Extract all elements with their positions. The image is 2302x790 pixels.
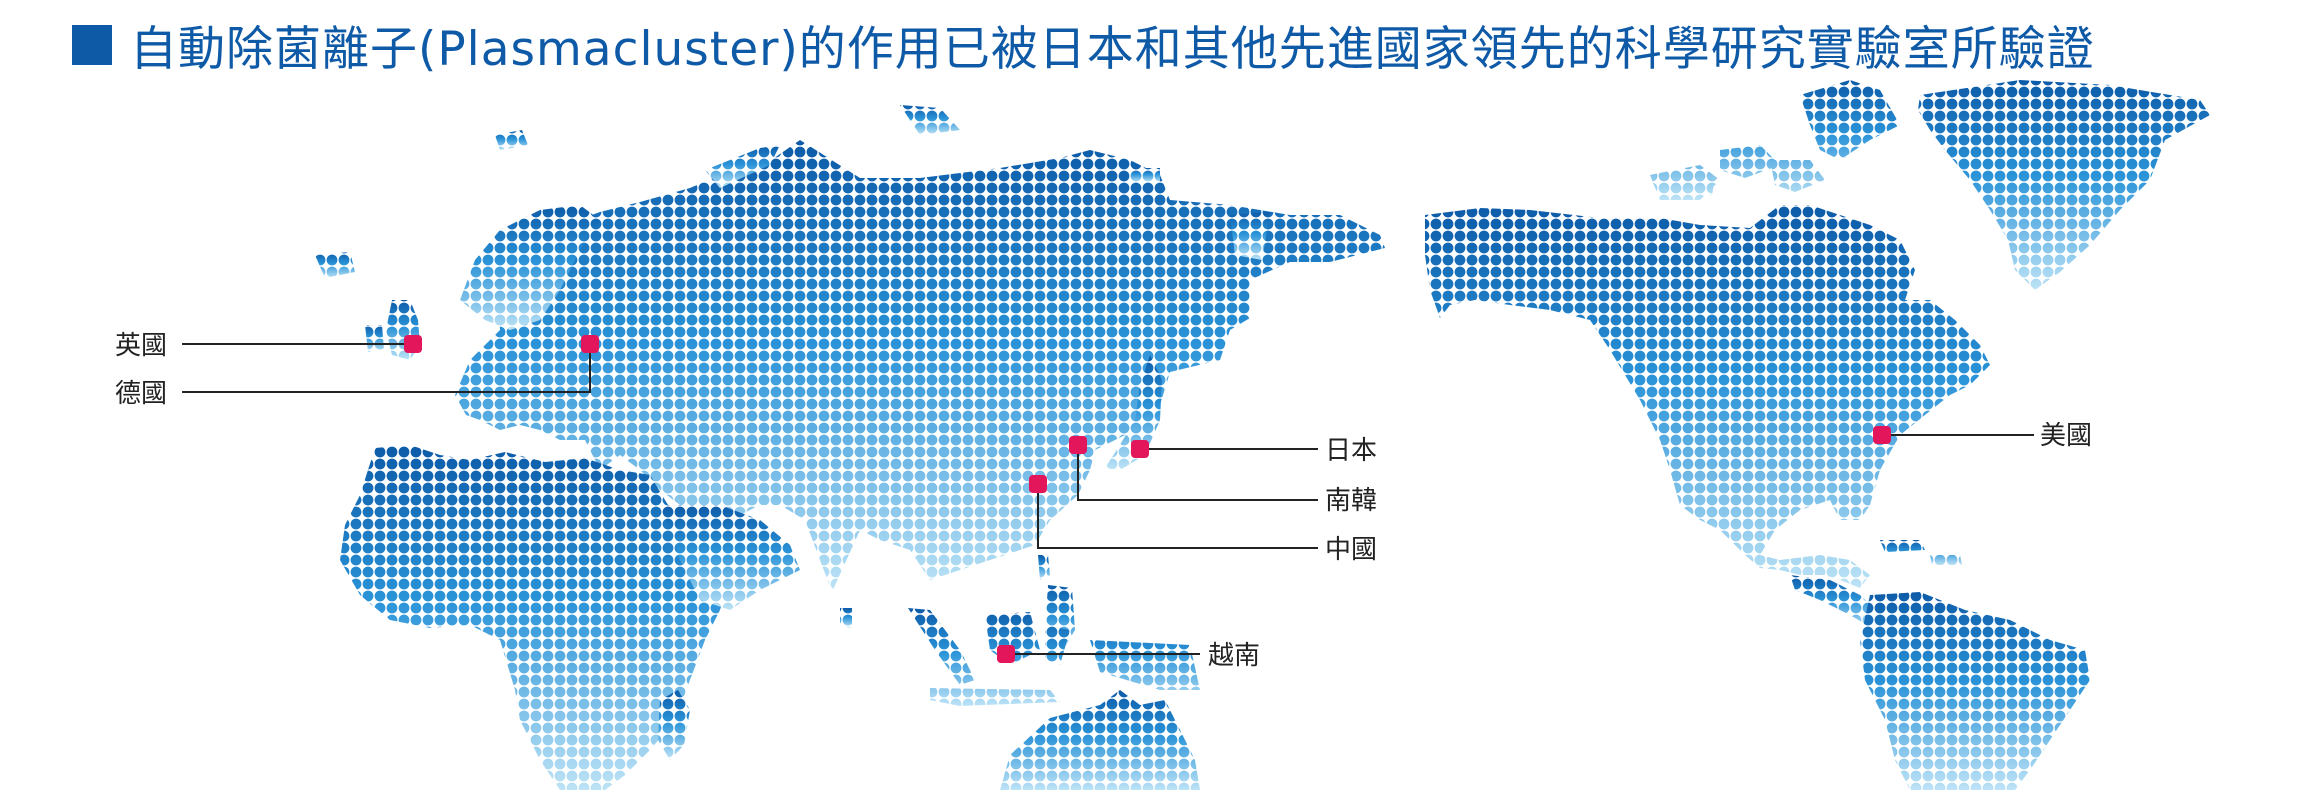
location-germany: 德國 <box>115 335 599 409</box>
location-vietnam: 越南 <box>997 641 1260 671</box>
taiwan-landmass <box>1038 555 1050 580</box>
title-row: 自動除菌離子(Plasmacluster)的作用已被日本和其他先進國家領先的科學… <box>72 10 2095 79</box>
marker-usa <box>1873 426 1891 444</box>
africa-landmass <box>340 445 730 790</box>
australia-landmass <box>1000 690 1200 790</box>
madagascar-landmass <box>658 690 690 760</box>
arctic-island-3 <box>900 105 960 135</box>
title-square-icon <box>72 24 112 65</box>
caribbean-islands <box>1880 540 1962 565</box>
arctic-island-2 <box>705 145 780 188</box>
scandinavia-landmass <box>460 205 600 330</box>
kamchatka-landmass <box>1230 212 1270 260</box>
iceland-landmass <box>315 252 355 278</box>
label-korea: 南韓 <box>1325 486 1377 516</box>
label-vietnam: 越南 <box>1208 641 1260 671</box>
eurasia-landmass <box>455 140 1385 592</box>
continents <box>315 80 2210 790</box>
location-china: 中國 <box>1029 475 1377 565</box>
marker-china <box>1029 475 1047 493</box>
leader-line-germany <box>182 344 591 393</box>
location-korea: 南韓 <box>1069 436 1377 516</box>
ireland-landmass <box>365 325 384 352</box>
label-uk: 英國 <box>115 331 167 361</box>
location-usa: 美國 <box>1873 421 2092 451</box>
srilanka-landmass <box>840 608 852 628</box>
canada-arctic-archipelago <box>1650 80 1900 200</box>
leader-line-korea <box>1077 445 1318 501</box>
leader-line-china <box>1037 484 1318 549</box>
marker-korea <box>1069 436 1087 454</box>
label-germany: 德國 <box>115 379 167 409</box>
south-america-landmass <box>1860 592 2090 790</box>
marker-vietnam <box>997 645 1015 663</box>
arabia-landmass <box>660 505 800 610</box>
location-uk: 英國 <box>115 331 422 361</box>
marker-uk <box>404 335 422 353</box>
page-title: 自動除菌離子(Plasmacluster)的作用已被日本和其他先進國家領先的科學… <box>130 22 2095 77</box>
greenland-landmass <box>1918 80 2210 290</box>
marker-germany <box>581 335 599 353</box>
label-japan: 日本 <box>1325 436 1377 466</box>
marker-japan <box>1131 440 1149 458</box>
label-usa: 美國 <box>2040 421 2092 451</box>
label-china: 中國 <box>1325 535 1377 565</box>
indonesia-landmass <box>908 608 1200 706</box>
arctic-island-4 <box>1128 168 1160 182</box>
north-america-landmass <box>1425 205 1990 588</box>
location-japan: 日本 <box>1131 436 1377 466</box>
arctic-island-1 <box>495 130 528 150</box>
central-america-landmass <box>1790 575 1885 630</box>
